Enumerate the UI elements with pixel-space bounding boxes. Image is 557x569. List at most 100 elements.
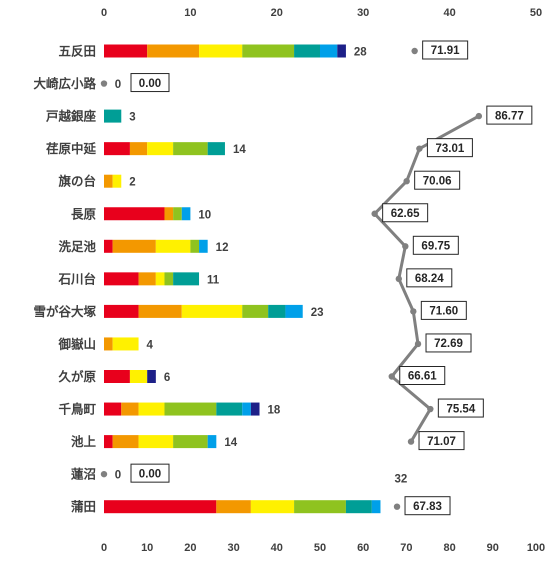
ratio-label-box xyxy=(422,40,469,60)
category-axis: 五反田大崎広小路戸越銀座荏原中延旗の台長原洗足池石川台雪が谷大塚御嶽山久が原千鳥… xyxy=(33,44,96,515)
total-label: 23 xyxy=(311,307,324,319)
bar-segment xyxy=(121,402,139,416)
bar-segment xyxy=(181,207,191,221)
ratio-label: 67.83 xyxy=(404,496,451,516)
total-label: 0 xyxy=(115,79,121,91)
category-label: 長原 xyxy=(71,206,97,221)
ratio-label-text: 71.91 xyxy=(431,45,460,57)
ratio-label-text: 66.61 xyxy=(408,371,437,383)
ratio-point xyxy=(475,112,483,120)
bar-segment xyxy=(173,207,182,221)
ratio-label: 73.01 xyxy=(426,138,473,158)
ratio-label: 86.77 xyxy=(486,105,533,125)
ratio-point xyxy=(410,308,417,315)
ratio-label-text: 70.06 xyxy=(423,175,452,187)
bar-segment xyxy=(104,44,148,58)
ratio-point xyxy=(388,373,395,380)
top-tick-label: 10 xyxy=(184,7,196,19)
ratio-point xyxy=(411,47,418,55)
total-label: 10 xyxy=(198,209,211,221)
ratio-label-text: 72.69 xyxy=(434,338,463,350)
bar-segment xyxy=(112,174,122,188)
total-label: 11 xyxy=(207,274,220,286)
total-label: 14 xyxy=(224,437,237,449)
top-tick-label: 20 xyxy=(271,7,283,19)
bar-segment xyxy=(268,304,286,318)
category-label: 洗足池 xyxy=(58,239,96,254)
bar-segment xyxy=(104,337,113,351)
bar-segment xyxy=(294,500,346,514)
total-label: 18 xyxy=(268,405,281,417)
ratio-point xyxy=(395,275,402,283)
ratio-label: 72.69 xyxy=(425,333,472,353)
ratio-label-box xyxy=(412,235,459,255)
ratio-point xyxy=(427,405,434,413)
top-axis: 0 10 20 30 40 50 xyxy=(101,7,542,19)
bar-segment xyxy=(104,239,113,253)
category-label: 荏原中延 xyxy=(46,141,97,156)
total-label: 32 xyxy=(394,474,407,486)
bar-segment xyxy=(216,402,243,416)
bar-segment xyxy=(138,272,156,286)
bar-segment xyxy=(285,304,303,318)
bar-segment xyxy=(345,500,372,514)
category-label: 蒲田 xyxy=(71,499,96,514)
bottom-tick-label: 90 xyxy=(487,542,499,554)
total-label: 2 xyxy=(129,177,135,189)
category-label: 久が原 xyxy=(57,369,96,384)
ratio-label: 71.60 xyxy=(420,300,467,320)
bar-segment xyxy=(371,500,381,514)
bar-series xyxy=(104,44,381,514)
bar-segment xyxy=(129,142,148,156)
ratio-point xyxy=(403,178,410,185)
ratio-point xyxy=(393,503,401,510)
category-label: 蓮沼 xyxy=(71,467,96,482)
bar-segment xyxy=(207,435,217,449)
ratio-label-text: 62.65 xyxy=(391,208,420,220)
bar-segment xyxy=(181,304,243,318)
top-tick-label: 30 xyxy=(357,7,369,19)
ratio-label: 71.07 xyxy=(418,431,465,451)
ratio-label-box xyxy=(399,366,446,385)
category-label: 大崎広小路 xyxy=(33,76,96,91)
bar-segment xyxy=(155,239,191,253)
bar-segment xyxy=(104,109,122,123)
ratio-label-box xyxy=(414,170,461,190)
ratio-point xyxy=(402,243,409,250)
bar-segment xyxy=(164,207,174,221)
ratio-label-text: 0.00 xyxy=(139,468,161,480)
bar-segment xyxy=(112,239,156,253)
bar-segment xyxy=(216,500,251,514)
bar-segment xyxy=(138,402,165,416)
total-label: 6 xyxy=(164,372,170,384)
total-labels: 28 0 3 14 2 10 12 11 23 4 6 18 14 0 32 xyxy=(115,47,407,486)
bar-segment xyxy=(242,402,251,416)
bar-segment xyxy=(129,370,148,383)
ratio-label-text: 86.77 xyxy=(495,110,524,122)
ratio-label: 75.54 xyxy=(437,398,484,418)
bar-segment xyxy=(147,370,156,383)
category-label: 池上 xyxy=(71,434,97,449)
total-label: 28 xyxy=(354,47,367,59)
bottom-tick-label: 20 xyxy=(184,542,196,554)
ratio-label-text: 0.00 xyxy=(139,78,161,90)
ratio-point xyxy=(100,470,108,478)
bar-segment xyxy=(173,272,200,286)
bar-segment xyxy=(250,500,295,514)
ratio-label-box xyxy=(130,73,170,93)
bar-segment xyxy=(207,142,225,156)
bar-segment xyxy=(242,44,295,58)
bar-segment xyxy=(104,435,113,449)
bar-segment xyxy=(138,304,182,318)
bottom-tick-label: 100 xyxy=(527,542,545,554)
bottom-axis: 0 10 20 30 40 50 60 70 80 90 100 xyxy=(101,542,545,554)
bar-segment xyxy=(337,44,346,58)
bar-segment xyxy=(104,272,139,286)
top-tick-label: 0 xyxy=(101,7,107,19)
ratio-label-box xyxy=(418,431,465,451)
bar-segment xyxy=(164,272,174,286)
ratio-point xyxy=(371,210,378,217)
bar-segment xyxy=(104,304,139,318)
bar-segment xyxy=(173,435,208,449)
